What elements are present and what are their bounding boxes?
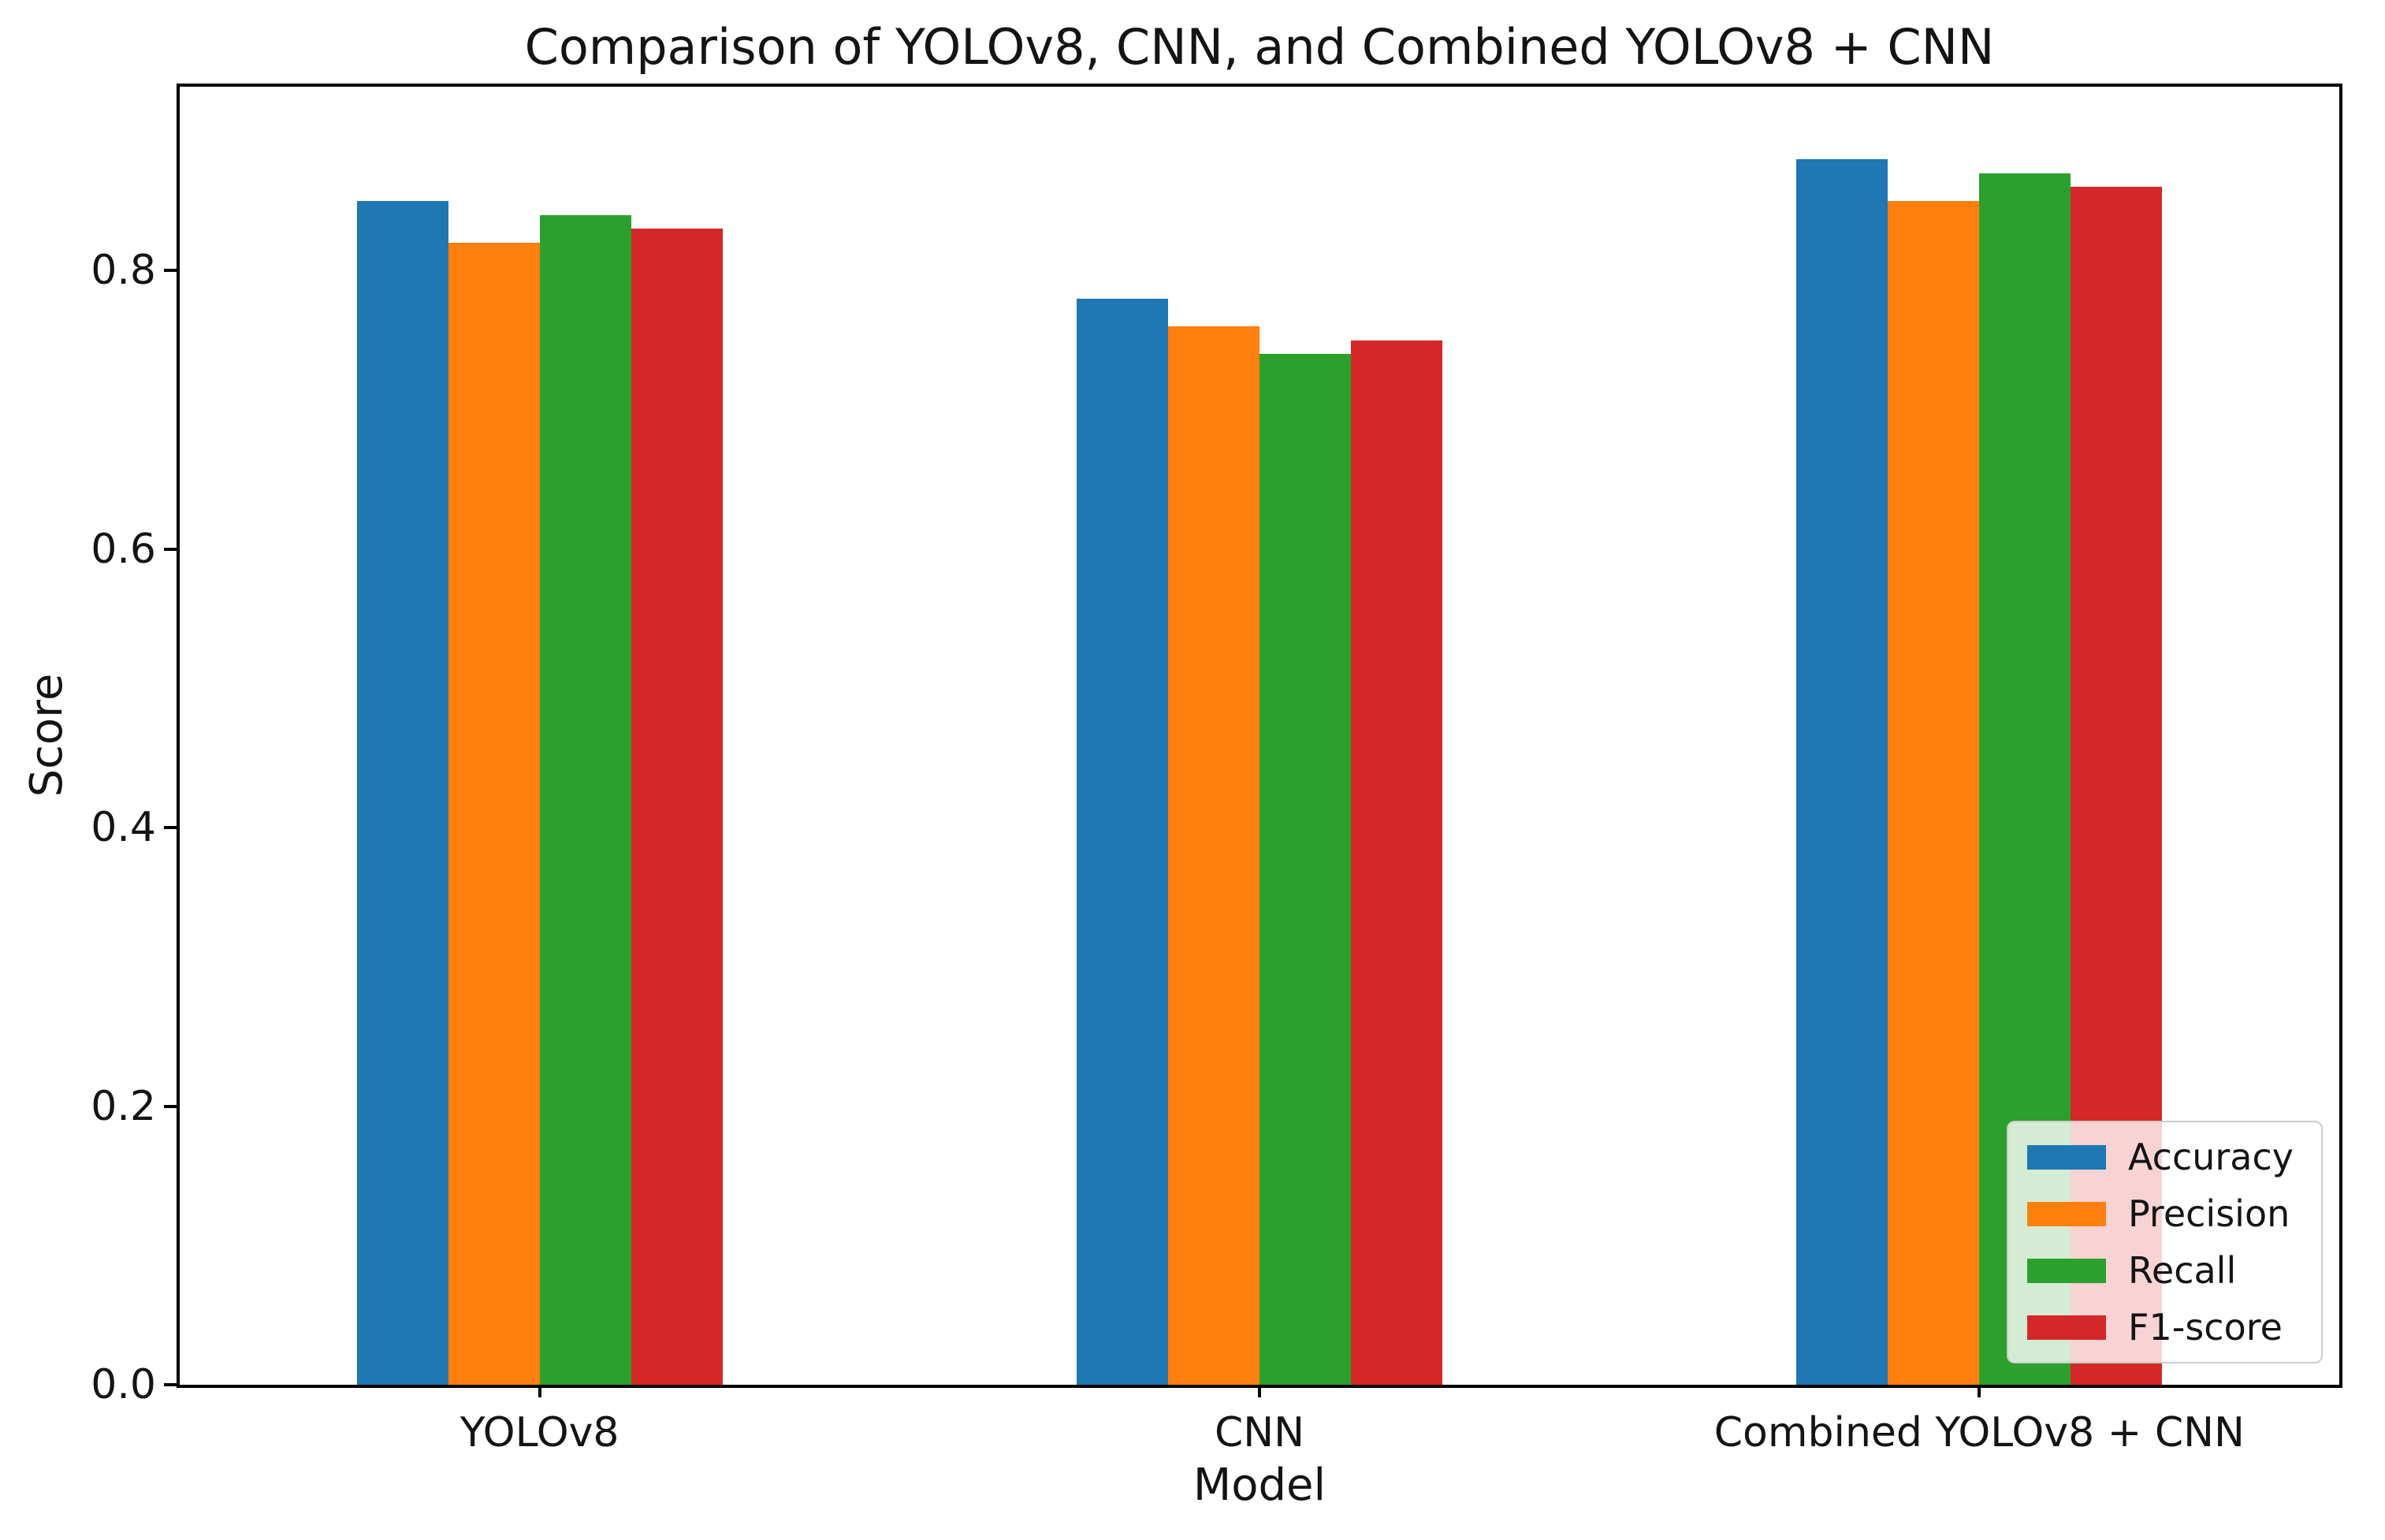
legend-label: Accuracy (2128, 1136, 2294, 1178)
x-tick-label: YOLOv8 (460, 1409, 620, 1456)
chart-title: Comparison of YOLOv8, CNN, and Combined … (524, 18, 1995, 76)
bar-recall-1 (539, 214, 631, 1385)
x-tick-label: Combined YOLOv8 + CNN (1713, 1409, 2245, 1456)
bar-accuracy-2 (1077, 298, 1168, 1385)
bar-f1-score-1 (631, 229, 723, 1385)
legend-item: Accuracy (2008, 1137, 2321, 1177)
legend-item: F1-score (2008, 1308, 2321, 1347)
x-tick-mark (538, 1385, 541, 1397)
y-tick-mark (164, 269, 177, 273)
y-tick-label: 0.8 (91, 247, 156, 295)
legend: Accuracy Precision Recall F1-score (2007, 1121, 2323, 1363)
y-tick-mark (164, 547, 177, 551)
y-axis-label: Score (21, 673, 73, 798)
legend-label: F1-score (2128, 1306, 2283, 1348)
y-tick-mark (164, 1383, 177, 1386)
bar-accuracy-3 (1796, 158, 1888, 1385)
bar-precision-3 (1888, 200, 1980, 1385)
y-tick-label: 0.6 (91, 525, 156, 573)
y-tick-mark (164, 1104, 177, 1108)
legend-swatch-recall (2027, 1258, 2106, 1283)
legend-item: Precision (2008, 1194, 2321, 1233)
bar-precision-1 (448, 242, 540, 1385)
y-tick-label: 0.4 (91, 804, 156, 852)
x-tick-mark (1258, 1385, 1261, 1397)
legend-swatch-precision (2027, 1201, 2106, 1226)
plot-area: 0.0 0.2 0.4 0.6 0.8 YOLOv8 CNN Combined YOLOv8… (91, 84, 2342, 1455)
x-tick-mark (1978, 1385, 1981, 1397)
legend-swatch-f1-score (2027, 1315, 2106, 1340)
bar-precision-2 (1168, 325, 1259, 1385)
legend-item: Recall (2008, 1251, 2321, 1290)
bar-recall-2 (1259, 354, 1351, 1385)
legend-swatch-accuracy (2027, 1144, 2106, 1170)
y-tick-label: 0.0 (91, 1361, 156, 1408)
legend-label: Precision (2128, 1192, 2290, 1235)
x-axis-label: Model (1192, 1460, 1326, 1511)
legend-label: Recall (2128, 1249, 2237, 1292)
bar-accuracy-1 (356, 200, 448, 1385)
x-tick-label: CNN (1214, 1409, 1305, 1456)
bar-f1-score-2 (1351, 340, 1442, 1385)
y-tick-mark (164, 826, 177, 830)
y-tick-label: 0.2 (91, 1082, 156, 1130)
